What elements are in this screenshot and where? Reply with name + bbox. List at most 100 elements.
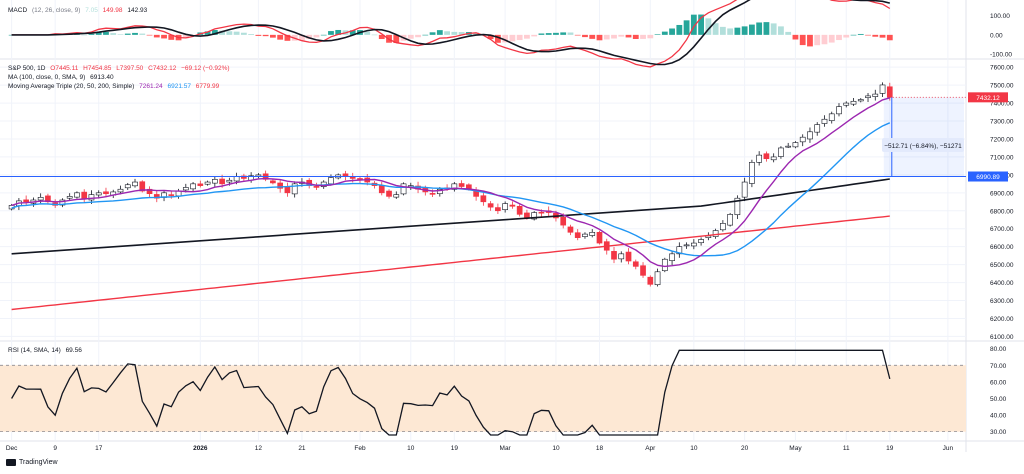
macd-histogram-bar (182, 34, 189, 39)
macd-histogram-bar (828, 34, 835, 43)
candle-body (226, 179, 233, 183)
candle-body (153, 194, 160, 199)
candle-body (807, 131, 813, 140)
candle-body (95, 192, 102, 196)
candle-body (103, 191, 109, 195)
macd-histogram-bar (211, 30, 218, 35)
macd-histogram-bar (132, 32, 138, 35)
x-tick-label: 17 (95, 445, 103, 452)
candle-body (74, 192, 80, 198)
candle-body (509, 204, 516, 207)
macd-histogram-bar (850, 34, 857, 36)
macd-histogram-bar (879, 34, 886, 38)
candle-body (676, 246, 683, 255)
candle-body (255, 174, 262, 177)
close-value: C7432.12 (148, 65, 177, 72)
macd-histogram-bar (487, 34, 494, 40)
x-tick-label: Dec (6, 445, 18, 452)
macd-tick-label: -100.00 (990, 52, 1012, 59)
macd-histogram-bar (458, 32, 465, 35)
macd-histogram-bar (204, 31, 211, 35)
candle-body (190, 183, 196, 190)
rsi-tick-label: 70.00 (990, 363, 1007, 370)
macd-histogram-bar (328, 31, 334, 35)
candle-body (531, 212, 538, 220)
price-tick-label: 7400.00 (990, 101, 1014, 108)
macd-histogram-bar (124, 33, 131, 35)
price-tick-label: 6900.00 (990, 190, 1014, 197)
macd-histogram-bar (407, 34, 414, 39)
open-value: O7445.11 (50, 65, 79, 72)
candle-body (720, 223, 726, 231)
macd-histogram-bar (712, 23, 719, 35)
macd-histogram-bar (444, 31, 450, 35)
candle-body (66, 196, 73, 199)
macd-histogram-bar (843, 34, 850, 38)
macd-histogram-bar (429, 32, 436, 35)
macd-histogram-bar (574, 34, 581, 36)
candle-body (524, 212, 530, 219)
candle-body (865, 95, 871, 98)
x-tick-label: 19 (451, 445, 459, 452)
macd-histogram-bar (139, 33, 146, 35)
candle-body (328, 177, 334, 185)
macd-histogram-bar (378, 34, 385, 40)
macd-histogram-bar (103, 31, 109, 35)
macd-histogram-bar (727, 28, 734, 35)
macd-histogram-bar (538, 33, 545, 35)
x-tick-label: Feb (354, 445, 366, 452)
rsi-pane (0, 349, 966, 436)
candle-body (270, 180, 276, 184)
candle-body (182, 187, 189, 191)
macd-hist-value: 7.05 (85, 7, 98, 14)
candle-body (59, 199, 66, 206)
candle-body (778, 147, 784, 157)
x-tick-label: Jun (943, 445, 954, 452)
candle-body (691, 242, 697, 247)
macd-histogram-bar (748, 24, 755, 35)
candle-body (596, 232, 603, 244)
macd-histogram-bar (640, 34, 646, 39)
macd-histogram-bar (857, 33, 864, 35)
macd-histogram-bar (553, 32, 559, 35)
candle-body (640, 265, 646, 276)
hline-price-label: 6990.89 (976, 174, 1000, 181)
macd-histogram-bar (219, 30, 226, 35)
candle-body (560, 216, 567, 226)
x-tick-label: 9 (53, 445, 57, 452)
candle-body (291, 183, 298, 195)
macd-histogram-bar (669, 28, 675, 35)
macd-histogram-bar (161, 34, 167, 39)
candle-body (386, 190, 392, 197)
x-tick-label: 2026 (193, 445, 208, 452)
macd-histogram-bar (756, 22, 763, 35)
macd-histogram-bar (255, 34, 262, 36)
macd-histogram-bar (531, 34, 538, 37)
macd-histogram-bar (233, 31, 240, 35)
macd-histogram-bar (277, 34, 284, 40)
macd-histogram-bar (705, 18, 712, 35)
price-tick-label: 7200.00 (990, 136, 1014, 143)
macd-histogram-bar (473, 32, 480, 35)
macd-histogram-bar (778, 26, 784, 35)
macd-histogram-bar (502, 34, 509, 43)
candle-body (618, 253, 625, 260)
macd-histogram-bar (654, 34, 661, 35)
candle-body (219, 178, 225, 185)
candle-body (632, 261, 639, 267)
tradingview-brand[interactable]: TradingView (6, 459, 58, 466)
candle-body (741, 181, 748, 198)
low-value: L7397.50 (116, 65, 144, 72)
macd-histogram-bar (262, 34, 269, 37)
macd-histogram-bar (836, 34, 842, 41)
macd-histogram-bar (451, 31, 458, 35)
candle-body (734, 197, 741, 216)
candle-body (313, 186, 320, 188)
macd-histogram-bar (320, 34, 327, 36)
tradingview-logo-icon (6, 459, 16, 466)
rsi-line (11, 349, 891, 436)
candle-body (872, 93, 879, 97)
macd-histogram-bar (509, 34, 516, 42)
ma-legend: MA (100, close, 0, SMA, 9) 6913.40 (8, 73, 117, 82)
